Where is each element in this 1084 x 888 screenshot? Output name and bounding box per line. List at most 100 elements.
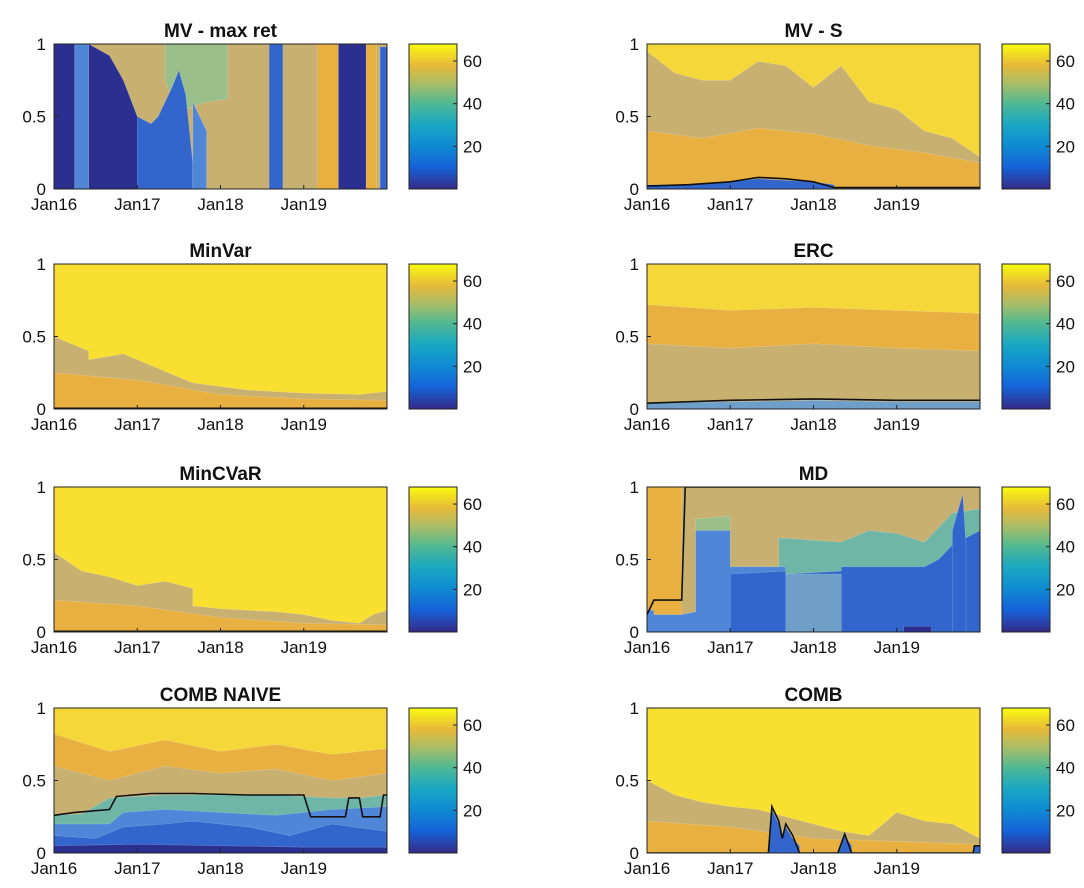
- chart-title: ERC: [793, 241, 833, 262]
- colorbar-tick-label: 40: [463, 759, 482, 778]
- y-tick-label: 1: [630, 478, 639, 497]
- area-band: [785, 573, 842, 632]
- chart-title: COMB: [784, 685, 842, 706]
- area-band: [192, 101, 207, 189]
- colorbar-tick-label: 20: [463, 580, 482, 599]
- x-tick-label: Jan17: [114, 638, 160, 657]
- y-tick-label: 0.5: [615, 108, 639, 127]
- chart-title: MD: [799, 464, 829, 485]
- x-tick-label: Jan18: [197, 638, 243, 657]
- area-band: [54, 44, 76, 189]
- series-line: [54, 792, 387, 818]
- colorbar-tick-label: 40: [1056, 95, 1075, 114]
- chart-title: MinCVaR: [179, 464, 262, 485]
- x-tick-label: Jan18: [197, 859, 243, 878]
- chart-panel: COMB NAIVE 0 0.5 1 Jan16 Jan17 Jan18 Jan19 20 40 6…: [22, 685, 482, 878]
- chart-panel: COMB 0 0.5 1 Jan16 Jan17 Jan18 Jan19 20 40 60: [615, 685, 1075, 878]
- y-tick-label: 0: [37, 623, 46, 642]
- y-tick-label: 0.5: [22, 551, 46, 570]
- plot-area: [647, 708, 980, 853]
- area-band: [137, 69, 194, 189]
- colorbar-tick-label: 60: [1056, 495, 1075, 514]
- colorbar-tick-label: 60: [463, 272, 482, 291]
- x-tick-label: Jan17: [114, 859, 160, 878]
- y-tick-label: 0: [37, 844, 46, 863]
- area-band: [647, 487, 682, 632]
- x-tick-label: Jan19: [874, 415, 920, 434]
- y-tick-label: 0.5: [615, 772, 639, 791]
- y-tick-label: 1: [37, 478, 46, 497]
- x-tick-label: Jan16: [31, 195, 77, 214]
- y-tick-label: 0: [630, 844, 639, 863]
- x-tick-label: Jan18: [790, 415, 836, 434]
- plot-area: [647, 487, 980, 632]
- plot-area: [647, 44, 980, 189]
- area-band: [54, 599, 387, 632]
- plot-area: [54, 487, 387, 632]
- colorbar-tick-label: 20: [1056, 801, 1075, 820]
- y-tick-label: 0: [630, 623, 639, 642]
- x-tick-label: Jan16: [31, 638, 77, 657]
- x-tick-label: Jan18: [790, 638, 836, 657]
- colorbar: [1001, 263, 1051, 410]
- series-line: [647, 803, 980, 853]
- colorbar: [1001, 486, 1051, 633]
- x-tick-label: Jan16: [624, 415, 670, 434]
- area-band: [379, 46, 387, 189]
- chart-title: COMB NAIVE: [160, 685, 281, 706]
- area-band: [74, 44, 89, 189]
- colorbar-tick-label: 60: [463, 495, 482, 514]
- colorbar-tick-label: 20: [1056, 357, 1075, 376]
- colorbar-tick-label: 60: [1056, 52, 1075, 71]
- area-band: [88, 44, 145, 189]
- colorbar: [408, 486, 458, 633]
- colorbar-tick-label: 20: [463, 357, 482, 376]
- x-tick-label: Jan19: [281, 638, 327, 657]
- colorbar: [1001, 707, 1051, 854]
- y-tick-label: 0.5: [615, 551, 639, 570]
- x-tick-label: Jan19: [281, 415, 327, 434]
- y-tick-label: 1: [37, 699, 46, 718]
- colorbar-tick-label: 40: [1056, 538, 1075, 557]
- x-tick-label: Jan16: [624, 638, 670, 657]
- x-tick-label: Jan17: [114, 415, 160, 434]
- chart-title: MV - S: [784, 21, 842, 42]
- plot-area: [54, 264, 387, 409]
- x-tick-label: Jan18: [790, 195, 836, 214]
- plot-area: [54, 708, 387, 853]
- chart-panel: ERC 0 0.5 1 Jan16 Jan17 Jan18 Jan19 20 40 60: [615, 241, 1075, 434]
- area-band: [54, 372, 387, 409]
- area-band: [952, 494, 967, 632]
- chart-panel: MV - S 0 0.5 1 Jan16 Jan17 Jan18 Jan19 20 40 60: [615, 21, 1075, 214]
- x-tick-label: Jan17: [707, 638, 753, 657]
- x-tick-label: Jan17: [707, 195, 753, 214]
- plot-area: [54, 44, 387, 189]
- y-tick-label: 0.5: [22, 772, 46, 791]
- chart-title: MV - max ret: [164, 21, 278, 42]
- x-tick-label: Jan17: [707, 415, 753, 434]
- x-tick-label: Jan17: [707, 859, 753, 878]
- colorbar-tick-label: 60: [463, 52, 482, 71]
- y-tick-label: 0: [37, 180, 46, 199]
- y-tick-label: 0.5: [22, 108, 46, 127]
- y-tick-label: 0: [630, 400, 639, 419]
- series-line: [647, 398, 980, 404]
- colorbar-tick-label: 40: [463, 538, 482, 557]
- y-tick-label: 1: [630, 255, 639, 274]
- y-tick-label: 1: [37, 35, 46, 54]
- area-band: [647, 127, 980, 189]
- colorbar-tick-label: 40: [1056, 759, 1075, 778]
- x-tick-label: Jan19: [874, 859, 920, 878]
- y-tick-label: 0.5: [22, 328, 46, 347]
- x-tick-label: Jan16: [31, 859, 77, 878]
- chart-panel: MinVar 0 0.5 1 Jan16 Jan17 Jan18 Jan19 20 40 60: [22, 241, 482, 434]
- y-tick-label: 0: [630, 180, 639, 199]
- area-band: [268, 44, 284, 189]
- series-line: [647, 176, 980, 189]
- plot-area: [647, 264, 980, 409]
- x-tick-label: Jan19: [874, 638, 920, 657]
- y-tick-label: 1: [630, 35, 639, 54]
- y-tick-label: 1: [630, 699, 639, 718]
- colorbar-tick-label: 60: [1056, 716, 1075, 735]
